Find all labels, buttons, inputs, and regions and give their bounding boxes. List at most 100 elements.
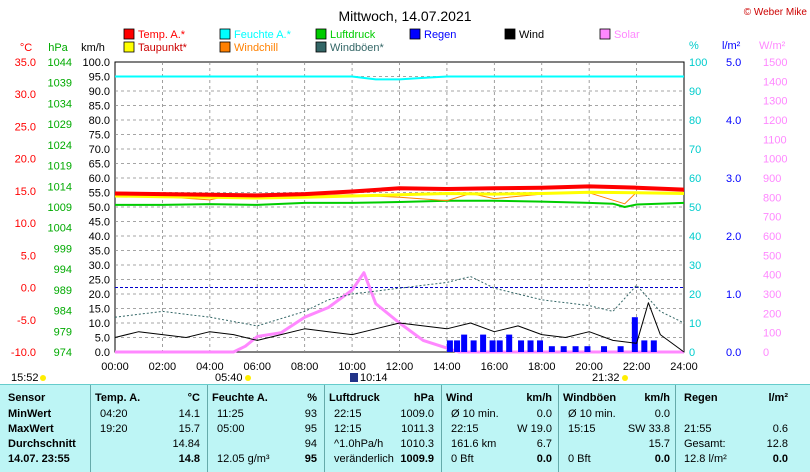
rain-bar [601,346,608,352]
table-separator [441,385,442,472]
moon-icon [350,373,358,382]
legend-swatch [409,28,421,40]
temp-value: 14.1 [178,408,200,420]
solar-axis-tick: 700 [763,212,781,224]
humidity-axis-tick: 20 [689,289,701,301]
humidity-value: 95 [304,453,317,465]
wind-time: 22:15 [451,423,479,435]
pressure-value: 1009.9 [400,453,434,465]
gust-value: SW 33.8 [627,423,670,435]
sunrise-time: 05:40 [215,372,243,384]
pressure-axis-tick: 1024 [48,140,72,152]
pressure-axis-tick: 989 [54,285,72,297]
gust-time: 0 Bft [568,453,591,465]
temp-axis-tick: 5.0 [21,250,36,262]
x-tick-label: 16:00 [481,361,509,373]
wind-value: 6.7 [536,438,552,450]
solar-axis-tick: 300 [763,289,781,301]
rain-axis-tick: 4.0 [726,115,741,127]
temp-axis-tick: -5.0 [17,315,36,327]
legend-swatch [315,28,327,40]
wind-axis-tick: 30.0 [89,260,110,272]
rain-bar [480,334,487,352]
temp-time: 04:20 [100,408,128,420]
pressure-axis-tick: 984 [54,306,72,318]
temp-time: 19:20 [100,423,128,435]
legend-swatch [504,28,516,40]
weather-chart: Mittwoch, 14.07.2021 © Weber Mike Temp. … [11,7,808,384]
statistics-table: Sensor Temp. A. °C Feuchte A.% Luftdruck hPa W… [0,384,810,472]
pressure-time: veränderlich [334,453,394,465]
x-tick-label: 04:00 [196,361,224,373]
x-tick-label: 06:00 [243,361,271,373]
legend-label: Feuchte A.* [234,29,292,41]
pressure-axis-tick: 1004 [48,223,72,235]
humidity-axis-tick: 30 [689,260,701,272]
rain-bar [641,340,648,352]
x-tick-label: 20:00 [575,361,603,373]
rain-bar [560,346,567,352]
series-temp-line [114,184,685,198]
table-separator [207,385,208,472]
rain-bar [454,340,461,352]
header-rain: Regen [684,392,718,404]
solar-axis-tick: 1100 [763,134,787,146]
header-humidity: Feuchte A. [212,392,268,404]
humidity-axis-tick: 60 [689,173,701,185]
wind-axis-tick: 5.0 [95,333,110,345]
temp-value: 14.8 [178,453,200,465]
gust-time: Ø 10 min. [568,408,616,420]
x-tick-label: 02:00 [149,361,177,373]
legend-label: Taupunkt* [138,42,188,54]
temp-axis-unit: °C [20,42,32,54]
legend-swatch [219,41,231,53]
wind-axis-tick: 80.0 [89,115,110,127]
pressure-time: 22:15 [334,408,362,420]
pressure-axis-tick: 1039 [48,78,72,90]
solar-axis-tick: 500 [763,250,781,262]
gust-value: 0.0 [654,408,670,420]
rain-value: 12.8 [766,438,788,450]
pressure-value: 1010.3 [400,438,434,450]
moonset-time: 15:52 [11,372,39,384]
rain-time: 21:55 [684,423,712,435]
rain-bar [650,340,657,352]
wind-axis-unit: km/h [81,42,105,54]
chart-axes: 35.0 30.0 25.0 20.0 15.0 10.0 5.0 0.0 -5.0 -10.0 1… [11,40,788,373]
solar-axis-tick: 800 [763,192,781,204]
chart-series [114,75,685,354]
x-tick-label: 22:00 [623,361,651,373]
header-wind-unit: km/h [526,392,552,404]
gust-value: 0.0 [654,453,670,465]
series-humidity-line [115,75,684,81]
pressure-axis-tick: 994 [54,264,72,276]
x-tick-label: 18:00 [528,361,556,373]
row-label: Durchschnitt [8,438,76,450]
rain-bar [548,346,555,352]
legend-swatch [599,28,611,40]
wind-axis-tick: 60.0 [89,173,110,185]
rain-bar [518,340,525,352]
temp-axis-tick: 10.0 [15,218,36,230]
wind-axis-tick: 90.0 [89,86,110,98]
x-tick-label: 10:00 [338,361,366,373]
x-tick-label: 14:00 [433,361,461,373]
rain-bar [584,346,591,352]
pressure-axis-tick: 1029 [48,119,72,131]
rain-axis-tick: 0.0 [726,347,741,359]
legend-label: Solar [614,29,640,41]
header-sensor: Sensor [8,392,46,404]
wind-axis-tick: 55.0 [89,188,110,200]
humidity-axis-unit: % [689,40,699,52]
gust-value: 15.7 [648,438,670,450]
pressure-value: 1009.0 [400,408,434,420]
sunrise-icon [245,375,251,381]
rain-bar [446,340,453,352]
wind-axis-tick: 25.0 [89,275,110,287]
rain-bar [617,346,624,352]
humidity-axis-tick: 10 [689,318,701,330]
series-wind-line [114,302,685,353]
rain-bar [572,346,579,352]
rain-time: 12.8 l/m² [684,453,727,465]
rain-axis-tick: 5.0 [726,57,741,69]
